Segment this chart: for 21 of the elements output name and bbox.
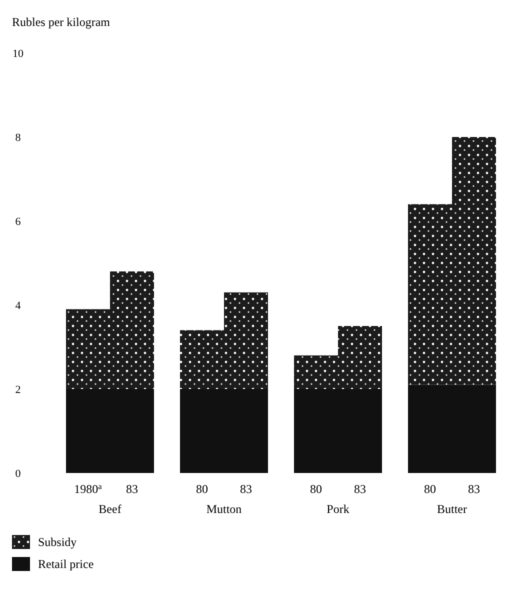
text: Butter	[437, 502, 467, 516]
text: Pork	[326, 502, 350, 516]
y-tick-label: 2	[15, 384, 21, 396]
text: Mutton	[206, 502, 242, 516]
y-tick-label: 4	[15, 300, 22, 312]
y-tick-label: 0	[15, 468, 22, 480]
y-tick-label: 10	[12, 48, 24, 60]
legend-label: Retail price	[38, 557, 94, 571]
x-tick-label: 80	[424, 482, 436, 496]
y-tick-label: 6	[15, 216, 22, 228]
legend-label: Subsidy	[38, 535, 77, 549]
x-tick-label: 83	[126, 482, 138, 496]
x-tick-label: 1980$^{a}$	[74, 482, 102, 496]
x-tick-label: 83	[468, 482, 480, 496]
x-tick-label: 83	[354, 482, 366, 496]
text: Beef	[98, 502, 122, 516]
y-axis-title: Rubles per kilogram	[12, 15, 111, 29]
y-tick-label: 8	[15, 132, 22, 144]
x-tick-label: 83	[240, 482, 252, 496]
x-tick-label: 80	[196, 482, 208, 496]
x-tick-label: 80	[310, 482, 322, 496]
